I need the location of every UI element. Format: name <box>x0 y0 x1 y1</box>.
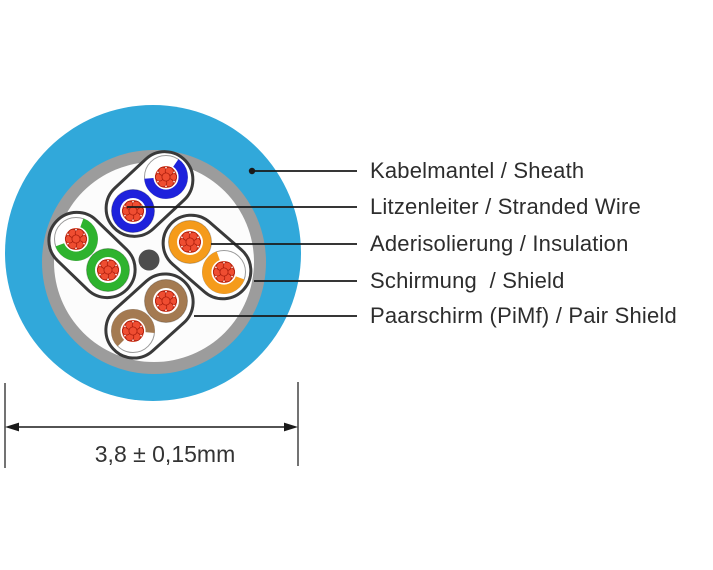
wire-brown-solid <box>144 279 188 323</box>
pair-orange <box>161 213 253 301</box>
center-filler <box>138 249 160 271</box>
pair-brown <box>104 272 195 360</box>
leader-lines <box>127 167 357 317</box>
wire-blue-solid <box>111 189 155 233</box>
dimension-marks <box>4 382 299 468</box>
dimension-arrowhead-left <box>5 422 19 432</box>
pair-blue <box>104 150 195 238</box>
wire-orange-solid <box>168 220 212 264</box>
dimension-arrowhead-right <box>284 422 298 432</box>
dimension-label: 3,8 ± 0,15mm <box>94 441 236 467</box>
wire-orange-striped <box>202 250 246 294</box>
wire-brown-striped <box>111 309 155 353</box>
wire-blue-striped <box>144 155 188 199</box>
callout-label-insulation: Aderisolierung / Insulation <box>370 231 629 256</box>
callout-label-sheath: Kabelmantel / Sheath <box>370 158 585 183</box>
callout-label-stranded-wire: Litzenleiter / Stranded Wire <box>370 194 641 219</box>
callout-label-pair-shield: Paarschirm (PiMf) / Pair Shield <box>370 303 677 328</box>
wire-green-solid <box>86 248 130 292</box>
pair-green <box>47 210 137 300</box>
wire-green-striped <box>54 217 98 261</box>
callout-label-shield: Schirmung / Shield <box>370 268 565 293</box>
